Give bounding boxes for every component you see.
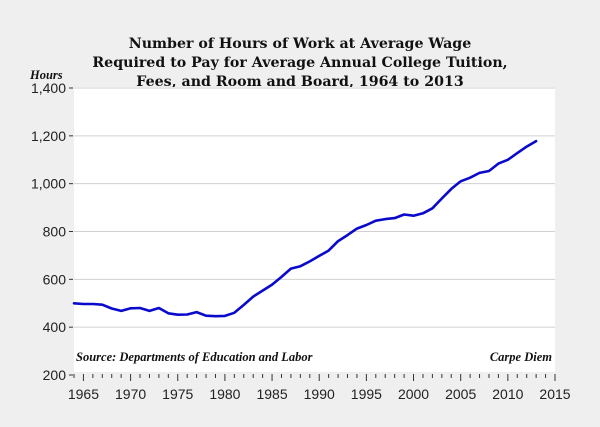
- x-tick-label: 1995: [351, 386, 382, 402]
- source-note: Source: Departments of Education and Lab…: [76, 350, 313, 364]
- plot-area: [74, 87, 555, 372]
- series-line-hours: [72, 139, 538, 318]
- y-tick-label: 200: [43, 367, 67, 383]
- credit-note: Carpe Diem: [489, 350, 552, 364]
- y-axis: 200 400 600 800 1,000 1,200 1,400: [31, 80, 73, 383]
- y-tick-label: 1,200: [31, 128, 66, 144]
- chart-title-line-1: Number of Hours of Work at Average Wage: [128, 36, 472, 52]
- y-tick-label: 600: [43, 271, 67, 287]
- x-tick-label: 2015: [539, 386, 570, 402]
- y-tick-label: 1,400: [31, 80, 66, 96]
- chart-title-line-2: Required to Pay for Average Annual Colle…: [92, 55, 508, 71]
- y-tick-label: 1,000: [31, 176, 66, 192]
- gridlines: [74, 87, 555, 328]
- x-tick-label: 1965: [68, 386, 99, 402]
- y-tick-label: 800: [43, 224, 67, 240]
- x-tick-label: 1975: [162, 386, 193, 402]
- y-tick-label: 400: [43, 319, 67, 335]
- x-tick-label: 1970: [115, 386, 146, 402]
- x-tick-label: 1985: [256, 386, 287, 402]
- y-axis-label: Hours: [30, 68, 63, 82]
- x-axis: 1965 1970 1975 1980 1985 1990 1995 2000 2005 2010…: [68, 374, 571, 402]
- chart-title-line-3: Fees, and Room and Board, 1964 to 2013: [136, 74, 464, 90]
- x-tick-label: 1980: [209, 386, 240, 402]
- x-tick-label: 1990: [304, 386, 335, 402]
- chart-title: Number of Hours of Work at Average Wage …: [60, 35, 540, 92]
- x-tick-label: 2005: [445, 386, 476, 402]
- x-tick-label: 2000: [398, 386, 429, 402]
- x-tick-label: 2010: [492, 386, 523, 402]
